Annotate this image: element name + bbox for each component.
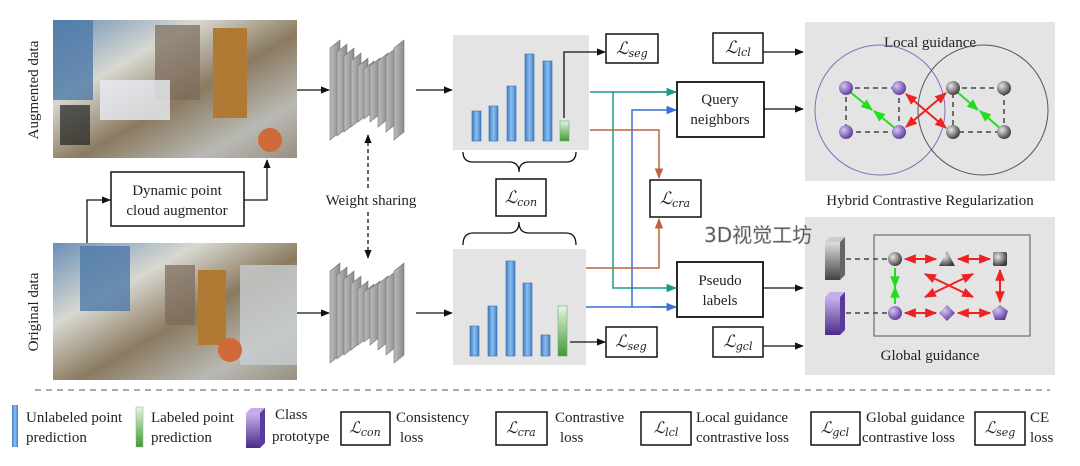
legend-con: ℒcon Consistency loss <box>340 410 470 446</box>
svg-text:ℒseg: ℒseg <box>615 332 646 353</box>
loss-cra-box: ℒcra <box>649 179 702 218</box>
svg-text:Consistency: Consistency <box>396 410 470 426</box>
svg-text:ℒgcl: ℒgcl <box>821 418 850 439</box>
svg-text:prediction: prediction <box>26 430 87 446</box>
brace-top <box>462 151 577 173</box>
augmented-data-label: Augmented data <box>26 40 42 139</box>
weight-sharing-label: Weight sharing <box>326 193 417 209</box>
svg-text:CE: CE <box>1030 410 1049 426</box>
legend-unlabeled: Unlabeled point prediction <box>12 405 123 447</box>
svg-text:contrastive loss: contrastive loss <box>696 430 789 446</box>
encoder-network-bottom <box>329 262 405 364</box>
encoder-network-top <box>329 39 405 141</box>
brown-connector-bottom <box>586 217 664 269</box>
unlabeled-prediction-bar <box>506 85 517 142</box>
unlabeled-prediction-bar <box>505 260 516 357</box>
unlabeled-prediction-bar <box>471 110 482 142</box>
legend-seg: ℒseg CE loss <box>974 410 1054 446</box>
hcr-title: Hybrid Contrastive Regularization <box>826 193 1034 209</box>
loss-seg-bottom-box: ℒseg <box>605 326 658 358</box>
legend-prototype: Class prototype <box>246 407 330 448</box>
svg-text:Class: Class <box>275 407 308 423</box>
local-guidance-panel: Local guidance <box>805 22 1055 181</box>
global-guidance-title: Global guidance <box>881 348 980 364</box>
encoder-layer <box>393 262 405 364</box>
watermark: 3D视觉工坊 <box>704 223 812 247</box>
svg-text:loss: loss <box>400 430 424 446</box>
arrow-original-to-augmentor <box>86 196 111 243</box>
prediction-bars-bottom <box>469 260 568 357</box>
global-guidance-panel: Global guidance <box>805 217 1055 375</box>
legend-cra: ℒcra Contrastive loss <box>495 410 624 446</box>
svg-text:loss: loss <box>1030 430 1054 446</box>
svg-text:ℒseg: ℒseg <box>985 418 1016 439</box>
svg-text:ℒcra: ℒcra <box>506 418 536 439</box>
original-data-label: Original data <box>26 272 42 351</box>
svg-text:Global guidance: Global guidance <box>866 410 965 426</box>
svg-text:ℒseg: ℒseg <box>616 39 647 60</box>
prediction-bars-top <box>471 53 570 142</box>
svg-text:contrastive loss: contrastive loss <box>862 430 955 446</box>
unlabeled-prediction-bar <box>524 53 535 142</box>
legend-gcl: ℒgcl Global guidance contrastive loss <box>810 410 965 446</box>
legend-labeled: Labeled point prediction <box>135 406 235 448</box>
svg-text:Pseudo: Pseudo <box>698 273 741 289</box>
unlabeled-prediction-bar <box>487 305 498 357</box>
unlabeled-prediction-bar <box>469 325 480 357</box>
brace-bottom <box>462 221 577 246</box>
svg-text:ℒcon: ℒcon <box>349 418 380 439</box>
unlabeled-prediction-bar <box>522 282 533 357</box>
augmentor-label-1: Dynamic point <box>132 183 222 199</box>
unlabeled-prediction-bar <box>488 105 499 142</box>
encoder-layer <box>393 39 405 141</box>
augmentor-box: Dynamic point cloud augmentor <box>110 171 245 227</box>
svg-text:ℒlcl: ℒlcl <box>725 38 751 59</box>
svg-text:ℒlcl: ℒlcl <box>654 418 679 439</box>
local-guidance-title: Local guidance <box>884 35 976 51</box>
svg-text:ℒcon: ℒcon <box>505 188 537 209</box>
labeled-prediction-bar <box>557 305 568 357</box>
pseudo-labels-box: Pseudo labels <box>676 261 764 318</box>
class-prototype-gray <box>825 237 845 280</box>
svg-text:prototype: prototype <box>272 429 330 445</box>
loss-gcl-box: ℒgcl <box>712 326 764 358</box>
class-prototype-purple <box>825 292 845 335</box>
svg-text:neighbors: neighbors <box>690 112 749 128</box>
augmented-point-cloud-image <box>53 20 297 158</box>
svg-text:Labeled point: Labeled point <box>151 410 235 426</box>
svg-text:prediction: prediction <box>151 430 212 446</box>
legend: Unlabeled point prediction Labeled point… <box>12 405 1054 448</box>
loss-lcl-box: ℒlcl <box>712 32 764 64</box>
loss-seg-top-box: ℒseg <box>605 33 659 64</box>
labeled-prediction-bar <box>559 120 570 142</box>
brown-connector-top <box>590 129 664 180</box>
svg-text:labels: labels <box>703 293 738 309</box>
svg-text:Contrastive: Contrastive <box>555 410 624 426</box>
original-point-cloud-image <box>53 243 297 380</box>
svg-text:ℒcra: ℒcra <box>660 189 690 210</box>
svg-text:ℒgcl: ℒgcl <box>724 332 753 353</box>
svg-text:Unlabeled point: Unlabeled point <box>26 410 123 426</box>
unlabeled-prediction-bar <box>540 334 551 357</box>
query-neighbors-box: Query neighbors <box>676 81 765 138</box>
svg-text:Query: Query <box>701 92 739 108</box>
loss-con-box: ℒcon <box>495 178 547 217</box>
svg-text:loss: loss <box>560 430 584 446</box>
arrow-green-bar-to-seg <box>563 48 606 118</box>
arrow-augmentor-to-augmented <box>244 159 271 201</box>
legend-lcl: ℒlcl Local guidance contrastive loss <box>640 410 789 446</box>
svg-text:Local guidance: Local guidance <box>696 410 788 426</box>
augmentor-label-2: cloud augmentor <box>126 203 227 219</box>
unlabeled-prediction-bar <box>542 60 553 142</box>
